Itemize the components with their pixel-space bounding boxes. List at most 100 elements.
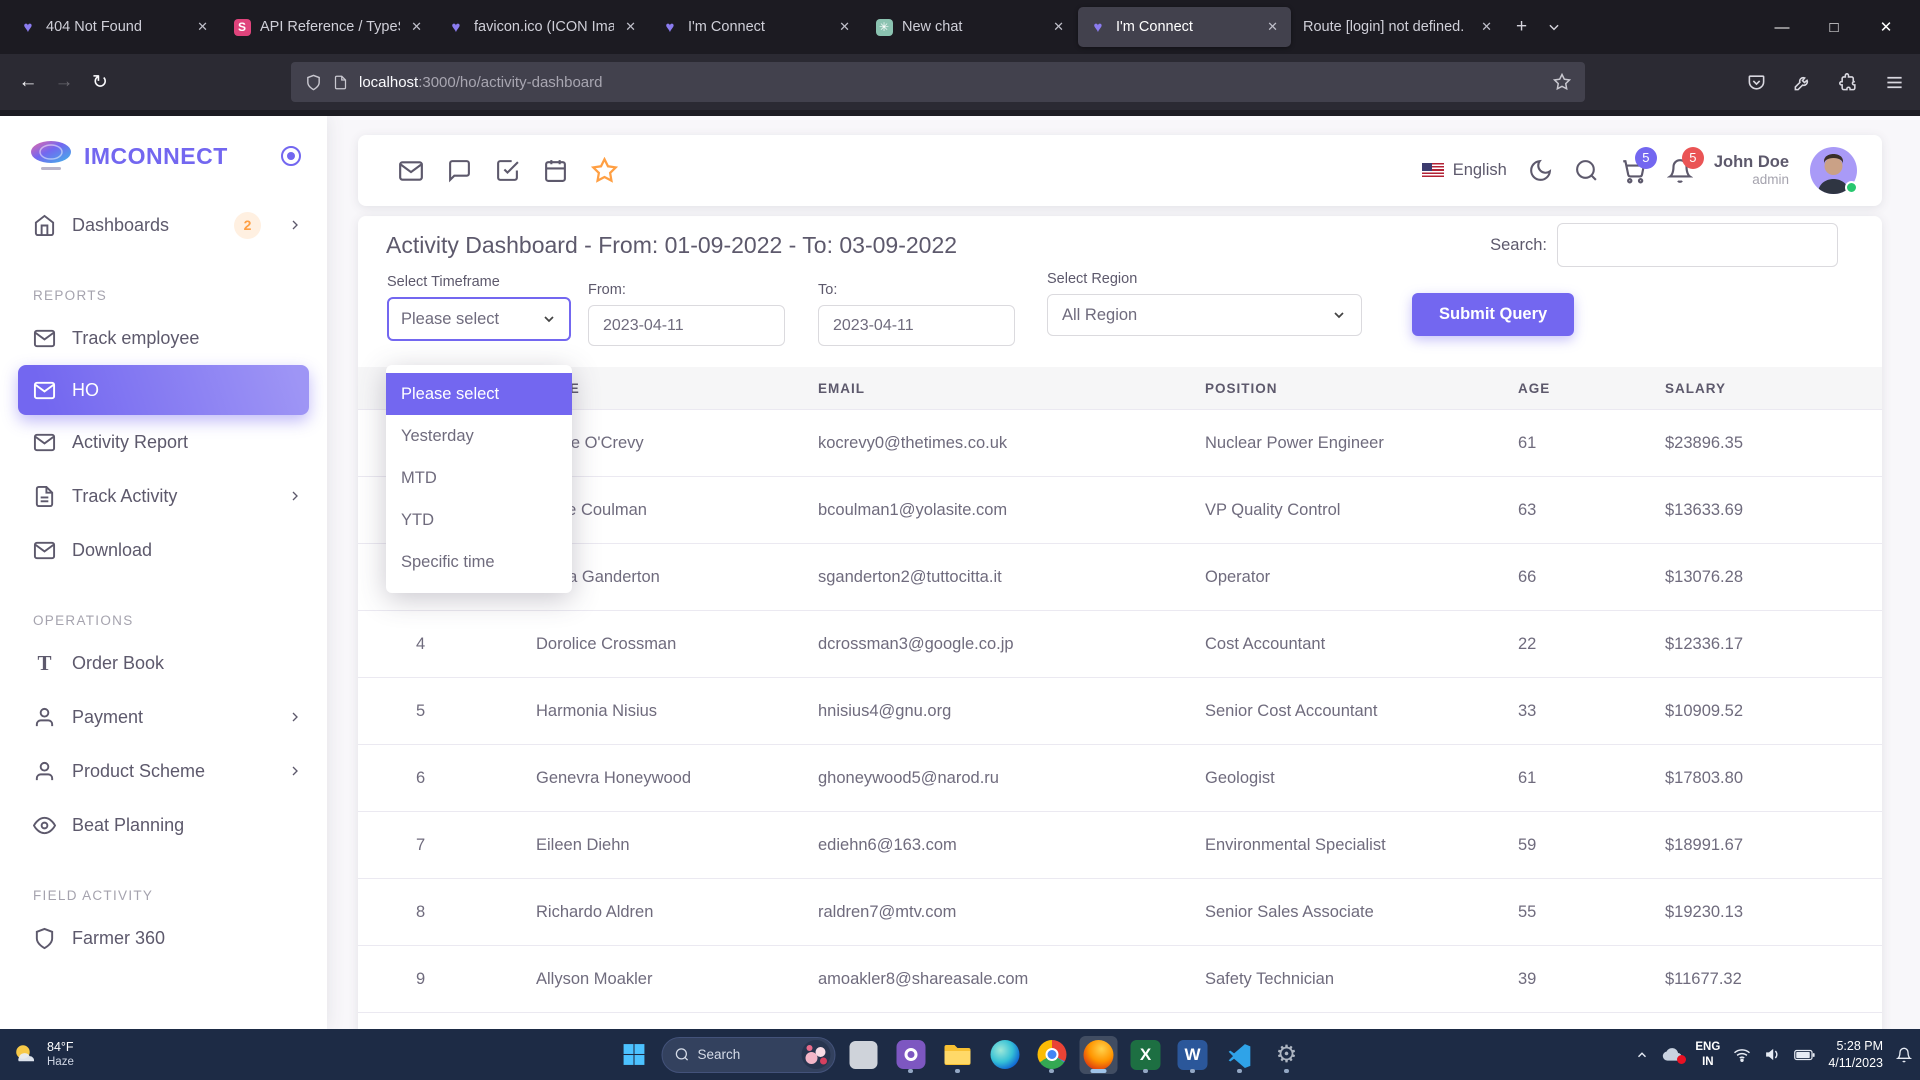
taskbar-app-edge[interactable] xyxy=(986,1036,1024,1074)
language-selector[interactable]: English xyxy=(1421,161,1507,180)
search-icon[interactable] xyxy=(1574,158,1599,183)
tab-404-not-found[interactable]: ♥ 404 Not Found ✕ xyxy=(8,7,221,47)
logo-row[interactable]: IMCONNECT xyxy=(0,130,327,182)
minimize-button[interactable]: — xyxy=(1774,18,1790,36)
back-button[interactable]: ← xyxy=(18,71,38,92)
region-select[interactable]: All Region xyxy=(1047,294,1362,336)
sidebar-item-beat-planning[interactable]: Beat Planning xyxy=(0,798,327,852)
sidebar-item-payment[interactable]: Payment xyxy=(0,690,327,744)
tray-chevron-up-icon[interactable] xyxy=(1635,1048,1649,1062)
bookmark-star-icon[interactable] xyxy=(1553,73,1571,91)
tab-close-icon[interactable]: ✕ xyxy=(197,19,208,34)
tab-im-connect-active[interactable]: ♥ I'm Connect ✕ xyxy=(1078,7,1291,47)
sidebar-item-farmer-360[interactable]: Farmer 360 xyxy=(0,911,327,965)
firefox-icon xyxy=(1083,1039,1114,1070)
tab-im-connect-1[interactable]: ♥ I'm Connect ✕ xyxy=(650,7,863,47)
dropdown-option-please-select[interactable]: Please select xyxy=(386,373,572,415)
taskbar-weather[interactable]: 84°F Haze xyxy=(12,1029,74,1080)
star-icon[interactable] xyxy=(591,157,618,184)
tab-close-icon[interactable]: ✕ xyxy=(411,19,422,34)
from-label: From: xyxy=(588,282,626,298)
col-header-name[interactable]: NAME xyxy=(536,381,818,396)
sidebar-toggle-icon[interactable] xyxy=(281,146,301,166)
from-date-input[interactable] xyxy=(588,305,785,346)
col-header-email[interactable]: EMAIL xyxy=(818,380,865,396)
tab-api-reference[interactable]: S API Reference / TypeScr ✕ xyxy=(222,7,435,47)
vheart-favicon-icon: ♥ xyxy=(665,18,675,36)
reload-button[interactable]: ↻ xyxy=(92,71,108,93)
taskbar-app-loop[interactable] xyxy=(892,1036,930,1074)
col-header-salary[interactable]: SALARY xyxy=(1665,380,1727,396)
cart-icon[interactable]: 5 xyxy=(1620,146,1657,184)
taskbar-app-chrome[interactable] xyxy=(1033,1036,1071,1074)
url-bar[interactable]: localhost:3000/ho/activity-dashboard xyxy=(291,62,1585,102)
new-tab-button[interactable]: + xyxy=(1516,16,1528,37)
close-button[interactable]: ✕ xyxy=(1879,19,1893,36)
submit-query-button[interactable]: Submit Query xyxy=(1412,293,1575,336)
tab-close-icon[interactable]: ✕ xyxy=(1053,19,1064,34)
taskbar-app-firefox[interactable] xyxy=(1079,1035,1118,1074)
sidebar-item-track-employee[interactable]: Track employee xyxy=(0,311,327,365)
tab-close-icon[interactable]: ✕ xyxy=(1267,19,1278,34)
taskbar-app-word[interactable]: W xyxy=(1174,1036,1212,1074)
wrench-icon[interactable] xyxy=(1793,73,1812,92)
dark-mode-moon-icon[interactable] xyxy=(1528,158,1553,183)
forward-button[interactable]: → xyxy=(54,71,74,92)
onedrive-alert-icon[interactable] xyxy=(1662,1047,1687,1064)
chat-icon[interactable] xyxy=(447,158,472,183)
taskbar-app-settings[interactable]: ⚙ xyxy=(1268,1036,1306,1074)
battery-icon[interactable] xyxy=(1794,1049,1815,1061)
sidebar-item-activity-report[interactable]: Activity Report xyxy=(0,415,327,469)
imconnect-app: IMCONNECT Dashboards 2 REPORTS Track emp… xyxy=(0,116,1920,1029)
calendar-icon[interactable] xyxy=(543,158,568,183)
taskbar-app-widgets[interactable] xyxy=(845,1036,883,1074)
wifi-icon[interactable] xyxy=(1733,1048,1751,1062)
avatar[interactable] xyxy=(1810,147,1858,194)
language-indicator[interactable]: ENG IN xyxy=(1695,1040,1721,1068)
extensions-puzzle-icon[interactable] xyxy=(1839,72,1858,92)
mail-icon xyxy=(33,433,56,451)
tracking-shield-icon[interactable] xyxy=(305,74,322,91)
sidebar-item-track-activity[interactable]: Track Activity xyxy=(0,469,327,523)
mail-icon[interactable] xyxy=(398,158,424,184)
tab-close-icon[interactable]: ✕ xyxy=(625,19,636,34)
taskbar-app-explorer[interactable] xyxy=(939,1036,977,1074)
dropdown-option-yesterday[interactable]: Yesterday xyxy=(401,426,474,445)
sidebar-item-download[interactable]: Download xyxy=(0,523,327,577)
browser-toolbar: ← → ↻ localhost:3000/ho/activity-dashboa… xyxy=(0,54,1920,110)
dropdown-option-specific-time[interactable]: Specific time xyxy=(401,552,495,571)
sidebar-item-order-book[interactable]: T Order Book xyxy=(0,636,327,690)
notification-center-icon[interactable] xyxy=(1896,1047,1912,1063)
tab-route-login[interactable]: Route [login] not defined. ✕ xyxy=(1292,7,1505,47)
timeframe-select[interactable]: Please select xyxy=(387,297,571,341)
taskbar-app-excel[interactable]: X xyxy=(1127,1036,1165,1074)
to-date-input[interactable] xyxy=(818,305,1015,346)
tab-close-icon[interactable]: ✕ xyxy=(839,19,850,34)
table-row: 4 Dorolice Crossman dcrossman3@google.co.j… xyxy=(358,611,1882,678)
s-favicon-icon: S xyxy=(233,18,251,36)
volume-icon[interactable] xyxy=(1764,1047,1781,1062)
list-tabs-icon[interactable] xyxy=(1537,14,1571,40)
taskbar-search[interactable]: Search xyxy=(661,1036,836,1073)
search-input[interactable] xyxy=(1557,223,1838,267)
sidebar-item-dashboards[interactable]: Dashboards 2 xyxy=(0,198,327,252)
page-info-icon[interactable] xyxy=(333,74,348,91)
pocket-icon[interactable] xyxy=(1747,73,1766,92)
sidebar-item-product-scheme[interactable]: Product Scheme xyxy=(0,744,327,798)
dropdown-option-mtd[interactable]: MTD xyxy=(401,468,437,487)
user-block[interactable]: John Doe admin xyxy=(1714,152,1789,190)
sidebar-item-ho[interactable]: HO xyxy=(18,365,309,415)
restore-button[interactable]: □ xyxy=(1829,18,1839,36)
col-header-age[interactable]: AGE xyxy=(1518,380,1551,396)
taskbar-app-vscode[interactable] xyxy=(1221,1036,1259,1074)
menu-hamburger-icon[interactable] xyxy=(1885,73,1904,92)
dropdown-option-ytd[interactable]: YTD xyxy=(401,510,434,529)
tab-close-icon[interactable]: ✕ xyxy=(1481,19,1492,34)
tab-favicon-ico[interactable]: ♥ favicon.ico (ICON Image ✕ xyxy=(436,7,649,47)
start-button[interactable] xyxy=(615,1036,653,1074)
bell-icon[interactable]: 5 xyxy=(1666,146,1704,184)
col-header-position[interactable]: POSITION xyxy=(1205,380,1278,396)
tab-new-chat[interactable]: ✳ New chat ✕ xyxy=(864,7,1077,47)
check-square-icon[interactable] xyxy=(495,158,520,183)
taskbar-clock[interactable]: 5:28 PM 4/11/2023 xyxy=(1828,1038,1883,1072)
